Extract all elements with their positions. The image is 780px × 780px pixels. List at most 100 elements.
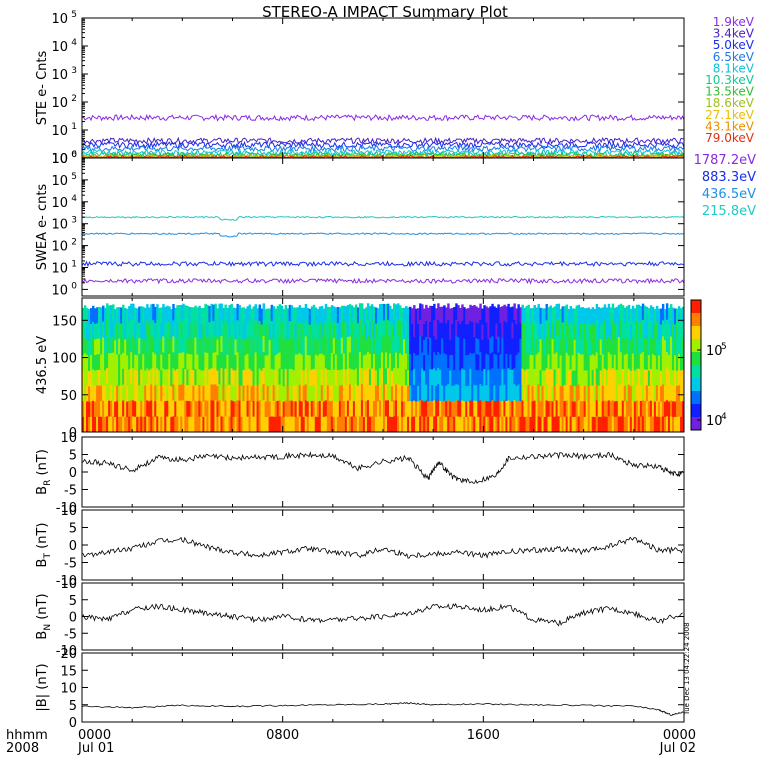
spectrogram-cell: [445, 369, 448, 386]
spectrogram-cell: [531, 339, 534, 355]
spectrogram-cell: [635, 368, 639, 385]
spectrogram-cell: [383, 367, 386, 385]
spectrogram-cell: [517, 320, 520, 337]
spectrogram-cell: [635, 320, 639, 337]
spectrogram-cell: [120, 385, 123, 402]
spectrogram-cell: [270, 320, 274, 337]
spectrogram-cell: [192, 416, 195, 433]
y-tick-label: 5: [69, 522, 77, 537]
spectrogram-cell: [473, 400, 476, 417]
spectrogram-cell: [158, 369, 161, 386]
spectrogram-cell: [459, 307, 462, 324]
spectrogram-cell: [547, 416, 550, 433]
spectrogram-cell: [194, 353, 197, 370]
y-tick-label: 10: [51, 262, 68, 277]
spectrogram-cell: [565, 384, 569, 401]
spectrogram-cell: [535, 307, 538, 324]
spectrogram-cell: [457, 368, 460, 385]
spectrogram-cell: [529, 385, 532, 402]
time-axis-row1-label: hhmm: [6, 728, 48, 743]
spectrogram-cell: [603, 400, 607, 417]
spectrogram-cell: [236, 399, 239, 417]
spectrogram-cell: [260, 308, 263, 325]
spectrogram-cell: [511, 400, 514, 417]
spectrogram-cell: [439, 322, 442, 339]
spectrogram-cell: [264, 416, 268, 433]
spectrogram-cell: [455, 415, 458, 433]
spectrogram-cell: [210, 319, 213, 337]
spectrogram-cell: [541, 401, 544, 417]
spectrogram-cell: [360, 383, 364, 401]
spectrogram-cell: [186, 384, 189, 401]
spectrogram-cell: [615, 385, 619, 402]
field-line-br: [81, 451, 684, 484]
spectrogram-cell: [559, 324, 562, 340]
spectrogram-cell: [190, 338, 193, 355]
spectrogram-cell: [176, 321, 179, 338]
spectrogram-cell: [120, 369, 123, 386]
spectrogram-cell: [378, 320, 382, 337]
spectrogram-cell: [300, 400, 304, 417]
spectrogram-cell: [336, 400, 340, 417]
spectrogram-cell: [112, 400, 115, 417]
spectrogram-cell: [669, 416, 673, 433]
spectrogram-cell: [130, 383, 133, 401]
spectrogram-cell: [625, 306, 629, 323]
spectrogram-cell: [391, 308, 394, 325]
spectrogram-cell: [110, 368, 113, 385]
spectrogram-cell: [635, 304, 639, 321]
spectrogram-cell: [208, 337, 211, 354]
spectrogram-cell: [310, 353, 314, 370]
spectrogram-cell: [681, 416, 685, 433]
spectrogram-cell: [549, 305, 552, 322]
spectrogram-cell: [507, 383, 510, 401]
spectrogram-cell: [96, 307, 99, 324]
spectrogram-cell: [595, 416, 599, 433]
spectrogram-cell: [485, 369, 488, 386]
spectrogram-cell: [573, 323, 577, 340]
spectrogram-cell: [350, 416, 354, 433]
spectrogram-cell: [286, 323, 290, 340]
spectrogram-cell: [453, 338, 456, 355]
spectrogram-cell: [252, 384, 255, 401]
spectrogram-cell: [258, 304, 261, 321]
spectrogram-cell: [577, 304, 581, 322]
spectrogram-cell: [246, 400, 249, 417]
spectrogram-cell: [296, 416, 300, 433]
spectrogram-cell: [575, 337, 579, 354]
spectrogram-cell: [302, 416, 306, 433]
spectrogram-cell: [194, 337, 197, 354]
spectrogram-cell: [128, 353, 131, 370]
spectrogram-cell: [276, 305, 280, 323]
spectrogram-cell: [276, 400, 280, 417]
spectrogram-cell: [467, 323, 470, 340]
x-tick-label: 0800: [266, 728, 299, 743]
spectrogram-cell: [164, 306, 167, 323]
spectrogram-cell: [84, 368, 87, 385]
spectrogram-cell: [567, 324, 571, 341]
spectrogram-cell: [527, 320, 530, 337]
spectrogram-cell: [591, 353, 595, 370]
y-tick-label: 5: [69, 699, 77, 714]
spectrogram-cell: [226, 369, 229, 386]
spectrogram-cell: [609, 323, 613, 339]
spectrogram-cell: [254, 336, 257, 353]
spectrogram-cell: [505, 337, 508, 354]
y-axis-label-unit: (nT): [35, 523, 50, 553]
spectrogram-cell: [557, 319, 560, 337]
spectrogram-cell: [521, 320, 524, 337]
spectrogram-cell: [579, 354, 583, 371]
spectrogram-cell: [481, 339, 484, 356]
spectrogram-cell: [453, 369, 456, 386]
spectrogram-cell: [519, 416, 522, 433]
spectrogram-cell: [174, 369, 177, 386]
spectrogram-cell: [176, 305, 179, 322]
spectrogram-cell: [286, 308, 290, 325]
spectrogram-cell: [372, 400, 376, 417]
spectrogram-cell: [519, 385, 522, 402]
spectrogram-cell: [401, 323, 404, 340]
spectrogram-cell: [318, 384, 322, 402]
spectrogram-cell: [433, 399, 436, 417]
y-axis-label-sub: N: [43, 624, 53, 631]
spectrogram-cell: [541, 416, 544, 433]
